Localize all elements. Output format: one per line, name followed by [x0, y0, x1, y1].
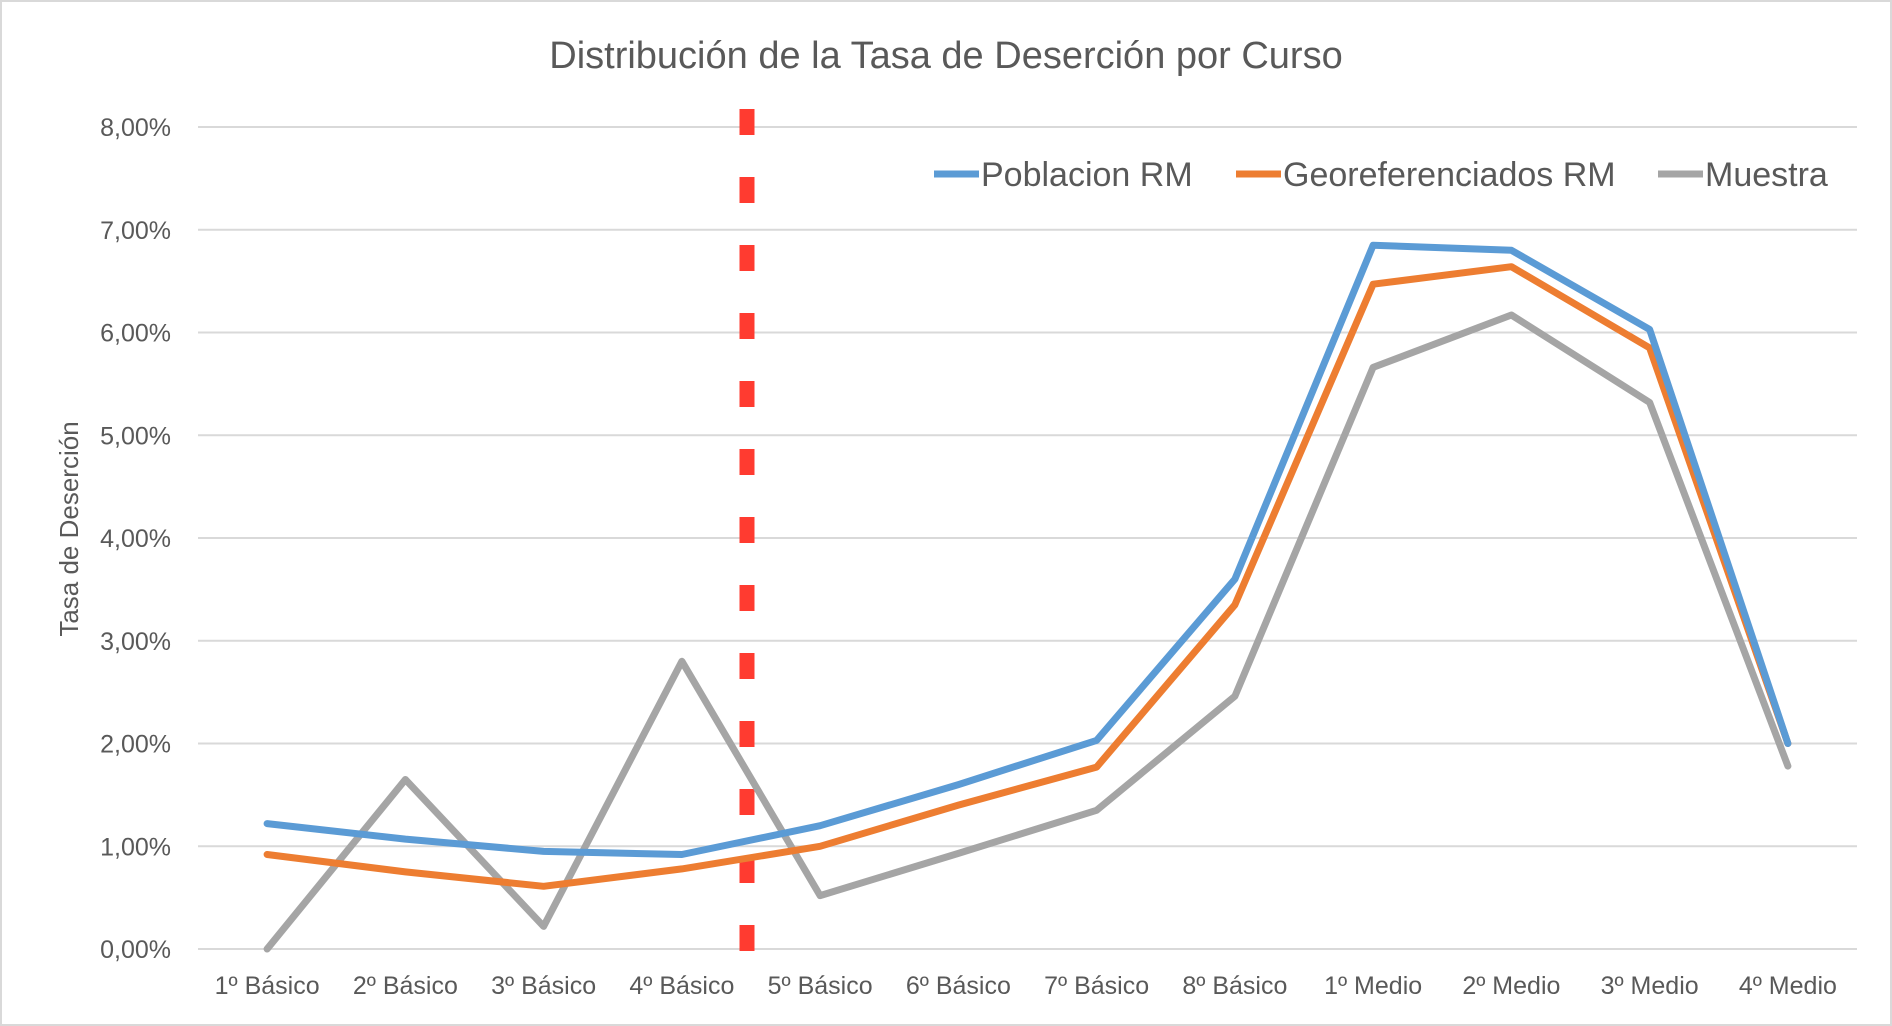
x-tick-label: 1º Medio: [1324, 972, 1422, 1000]
series-line-poblacion-rm: [263, 241, 1792, 858]
x-tick-label: 1º Básico: [215, 972, 320, 1000]
x-tick-label: 6º Básico: [906, 972, 1011, 1000]
x-tick-label: 4º Básico: [629, 972, 734, 1000]
x-tick-label: 4º Medio: [1739, 972, 1837, 1000]
series-line-georeferenciados-rm: [263, 263, 1792, 890]
y-tick-label: 2,00%: [100, 731, 171, 759]
y-tick-label: 1,00%: [100, 833, 171, 861]
y-tick-label: 8,00%: [100, 114, 171, 142]
x-axis-ticks: 1º Básico 2º Básico 3º Básico 4º Básico 5º B…: [215, 972, 1837, 1000]
series-line-muestra: [263, 311, 1792, 953]
x-tick-label: 3º Básico: [491, 972, 596, 1000]
y-tick-label: 4,00%: [100, 525, 171, 553]
legend-label: Georeferenciados RM: [1283, 156, 1616, 194]
x-tick-label: 3º Medio: [1601, 972, 1699, 1000]
x-tick-label: 5º Básico: [768, 972, 873, 1000]
y-tick-label: 3,00%: [100, 628, 171, 656]
x-tick-label: 2º Medio: [1462, 972, 1560, 1000]
y-tick-label: 0,00%: [100, 936, 171, 964]
legend: Poblacion RM Georeferenciados RM Muestra: [934, 156, 1828, 194]
y-axis-ticks: 0,00% 1,00% 2,00% 3,00% 4,00% 5,00% 6,00% 7,00%…: [100, 114, 171, 964]
x-tick-label: 2º Básico: [353, 972, 458, 1000]
y-tick-label: 7,00%: [100, 217, 171, 245]
legend-label: Muestra: [1705, 156, 1828, 194]
series-lines: [263, 241, 1792, 953]
y-axis-label: Tasa de Deserción: [54, 421, 84, 636]
x-tick-label: 8º Básico: [1182, 972, 1287, 1000]
y-tick-label: 5,00%: [100, 422, 171, 450]
y-tick-label: 6,00%: [100, 320, 171, 348]
x-tick-label: 7º Básico: [1044, 972, 1149, 1000]
legend-label: Poblacion RM: [981, 156, 1193, 194]
chart-title: Distribución de la Tasa de Deserción por…: [549, 35, 1342, 77]
